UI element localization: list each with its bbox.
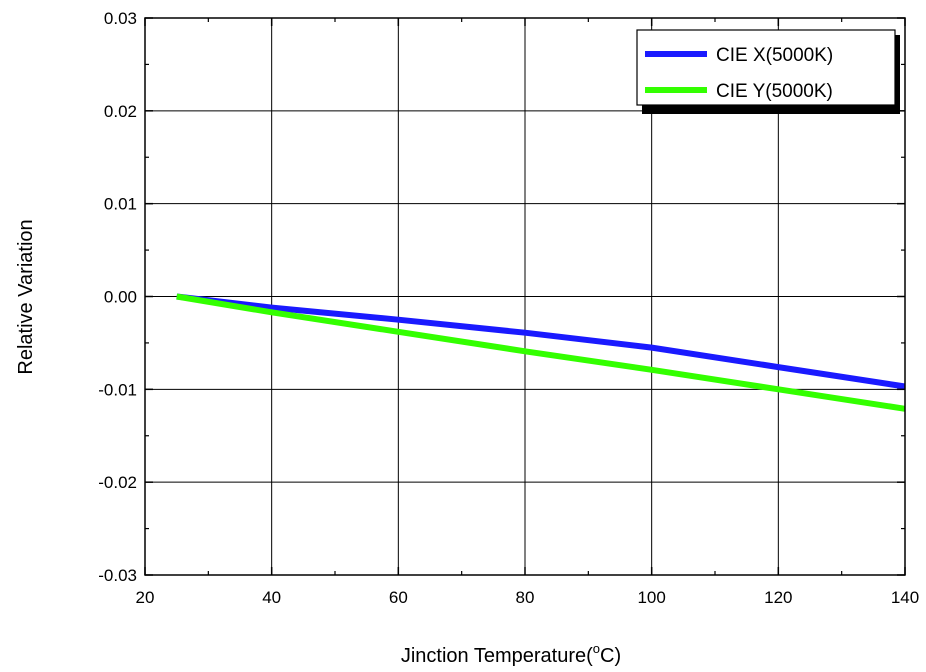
y-tick-label: -0.02	[98, 473, 137, 492]
legend-label-cie-x: CIE X(5000K)	[716, 45, 833, 66]
x-tick-label: 80	[516, 588, 535, 607]
y-tick-label: 0.03	[104, 9, 137, 28]
y-tick-labels: -0.03 -0.02 -0.01 0.00 0.01 0.02 0.03	[98, 9, 137, 585]
series-layer	[176, 293, 906, 412]
x-axis-title-superscript: o	[593, 641, 600, 656]
legend-label-cie-y: CIE Y(5000K)	[716, 81, 833, 102]
x-tick-label: 20	[136, 588, 155, 607]
x-axis-title: Jinction Temperature(oC)	[401, 641, 621, 667]
x-tick-label: 100	[637, 588, 665, 607]
x-tick-label: 120	[764, 588, 792, 607]
x-tick-label: 40	[262, 588, 281, 607]
y-tick-label: 0.00	[104, 288, 137, 307]
legend: CIE X(5000K) CIE Y(5000K)	[636, 29, 900, 114]
y-tick-label: 0.01	[104, 195, 137, 214]
series-line-cie-x	[176, 293, 906, 390]
series-line-cie-y	[176, 293, 906, 412]
y-axis-title: Relative Variation	[15, 219, 37, 374]
y-tick-label: -0.01	[98, 380, 137, 399]
x-tick-label: 140	[891, 588, 919, 607]
x-tick-labels: 20 40 60 80 100 120 140	[136, 588, 920, 607]
y-tick-label: -0.03	[98, 566, 137, 585]
x-tick-label: 60	[389, 588, 408, 607]
axis-ticks	[144, 17, 906, 576]
y-tick-label: 0.02	[104, 102, 137, 121]
